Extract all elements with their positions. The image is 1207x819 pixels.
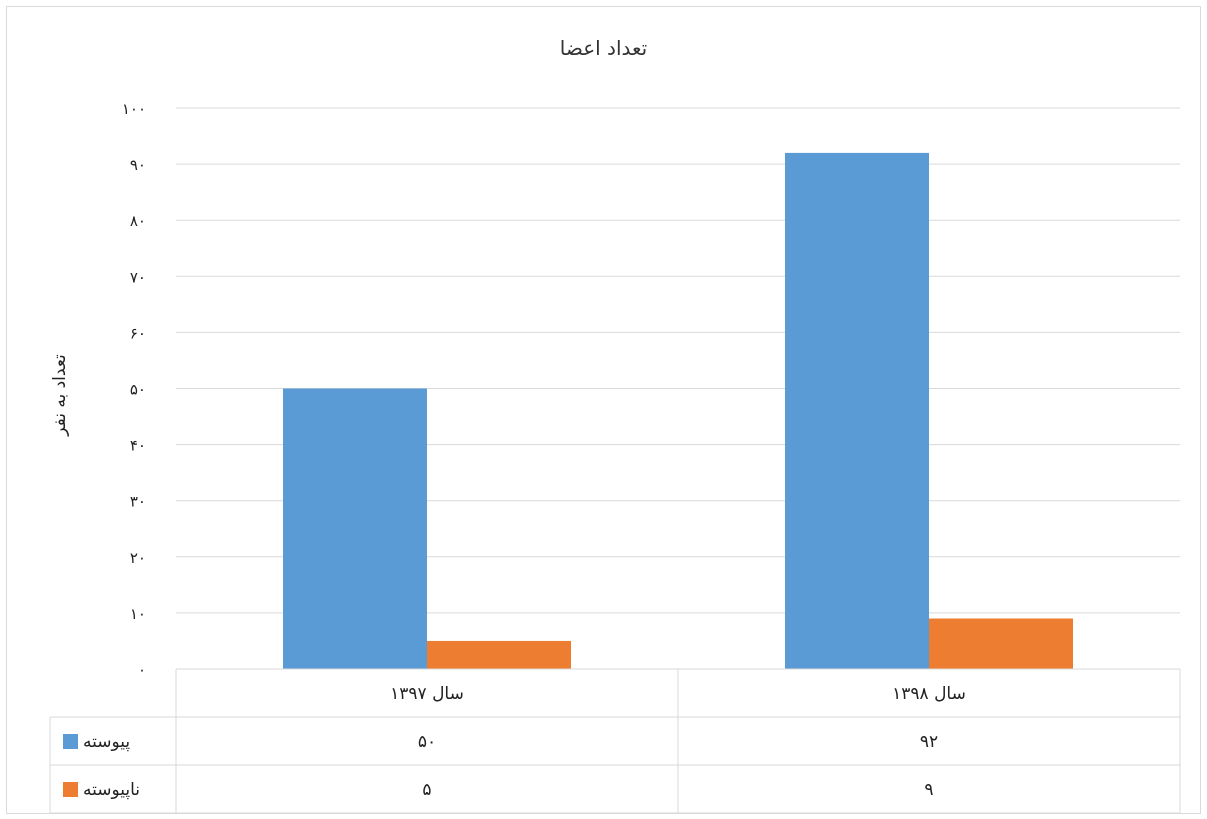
y-tick-label: ۲۰ (130, 549, 146, 567)
chart-frame (6, 6, 1201, 814)
table-category-label: سال ۱۳۹۸ (892, 684, 966, 704)
y-tick-label: ۱۰۰ (122, 100, 146, 118)
y-tick-label: ۹۰ (130, 156, 146, 174)
legend-series-name: پیوسته (83, 732, 130, 752)
data-table: سال ۱۳۹۷ سال ۱۳۹۸ پیوسته ۵۰ ۹۲ ناپیوسته ۵ ۹ (49, 668, 1181, 814)
y-tick-label: ۰ (138, 661, 146, 679)
bar (785, 152, 929, 669)
y-tick-label: ۷۰ (130, 268, 146, 286)
y-tick-labels: ۰ ۱۰ ۲۰ ۳۰ ۴۰ ۵۰ ۶۰ ۷۰ ۸۰ ۹۰ ۱۰۰ (122, 100, 146, 679)
legend-swatch (63, 734, 78, 749)
y-tick-label: ۱۰ (130, 605, 146, 623)
table-category-label: سال ۱۳۹۷ (390, 684, 464, 704)
chart-title: تعداد اعضا (559, 36, 648, 60)
y-tick-label: ۵۰ (130, 381, 146, 399)
bar (427, 640, 571, 669)
y-tick-label: ۳۰ (130, 493, 146, 511)
legend-swatch (63, 782, 78, 797)
table-value-label: ۹۲ (920, 732, 938, 752)
bar (283, 388, 427, 669)
bars (283, 152, 1073, 669)
y-tick-label: ۸۰ (130, 212, 146, 230)
y-tick-label: ۶۰ (130, 324, 146, 342)
legend-series-name: ناپیوسته (83, 780, 140, 800)
table-value-label: ۹ (924, 780, 933, 800)
y-tick-label: ۴۰ (130, 437, 146, 455)
bar (929, 618, 1073, 669)
table-value-label: ۵۰ (418, 732, 436, 752)
table-value-label: ۵ (422, 780, 431, 800)
